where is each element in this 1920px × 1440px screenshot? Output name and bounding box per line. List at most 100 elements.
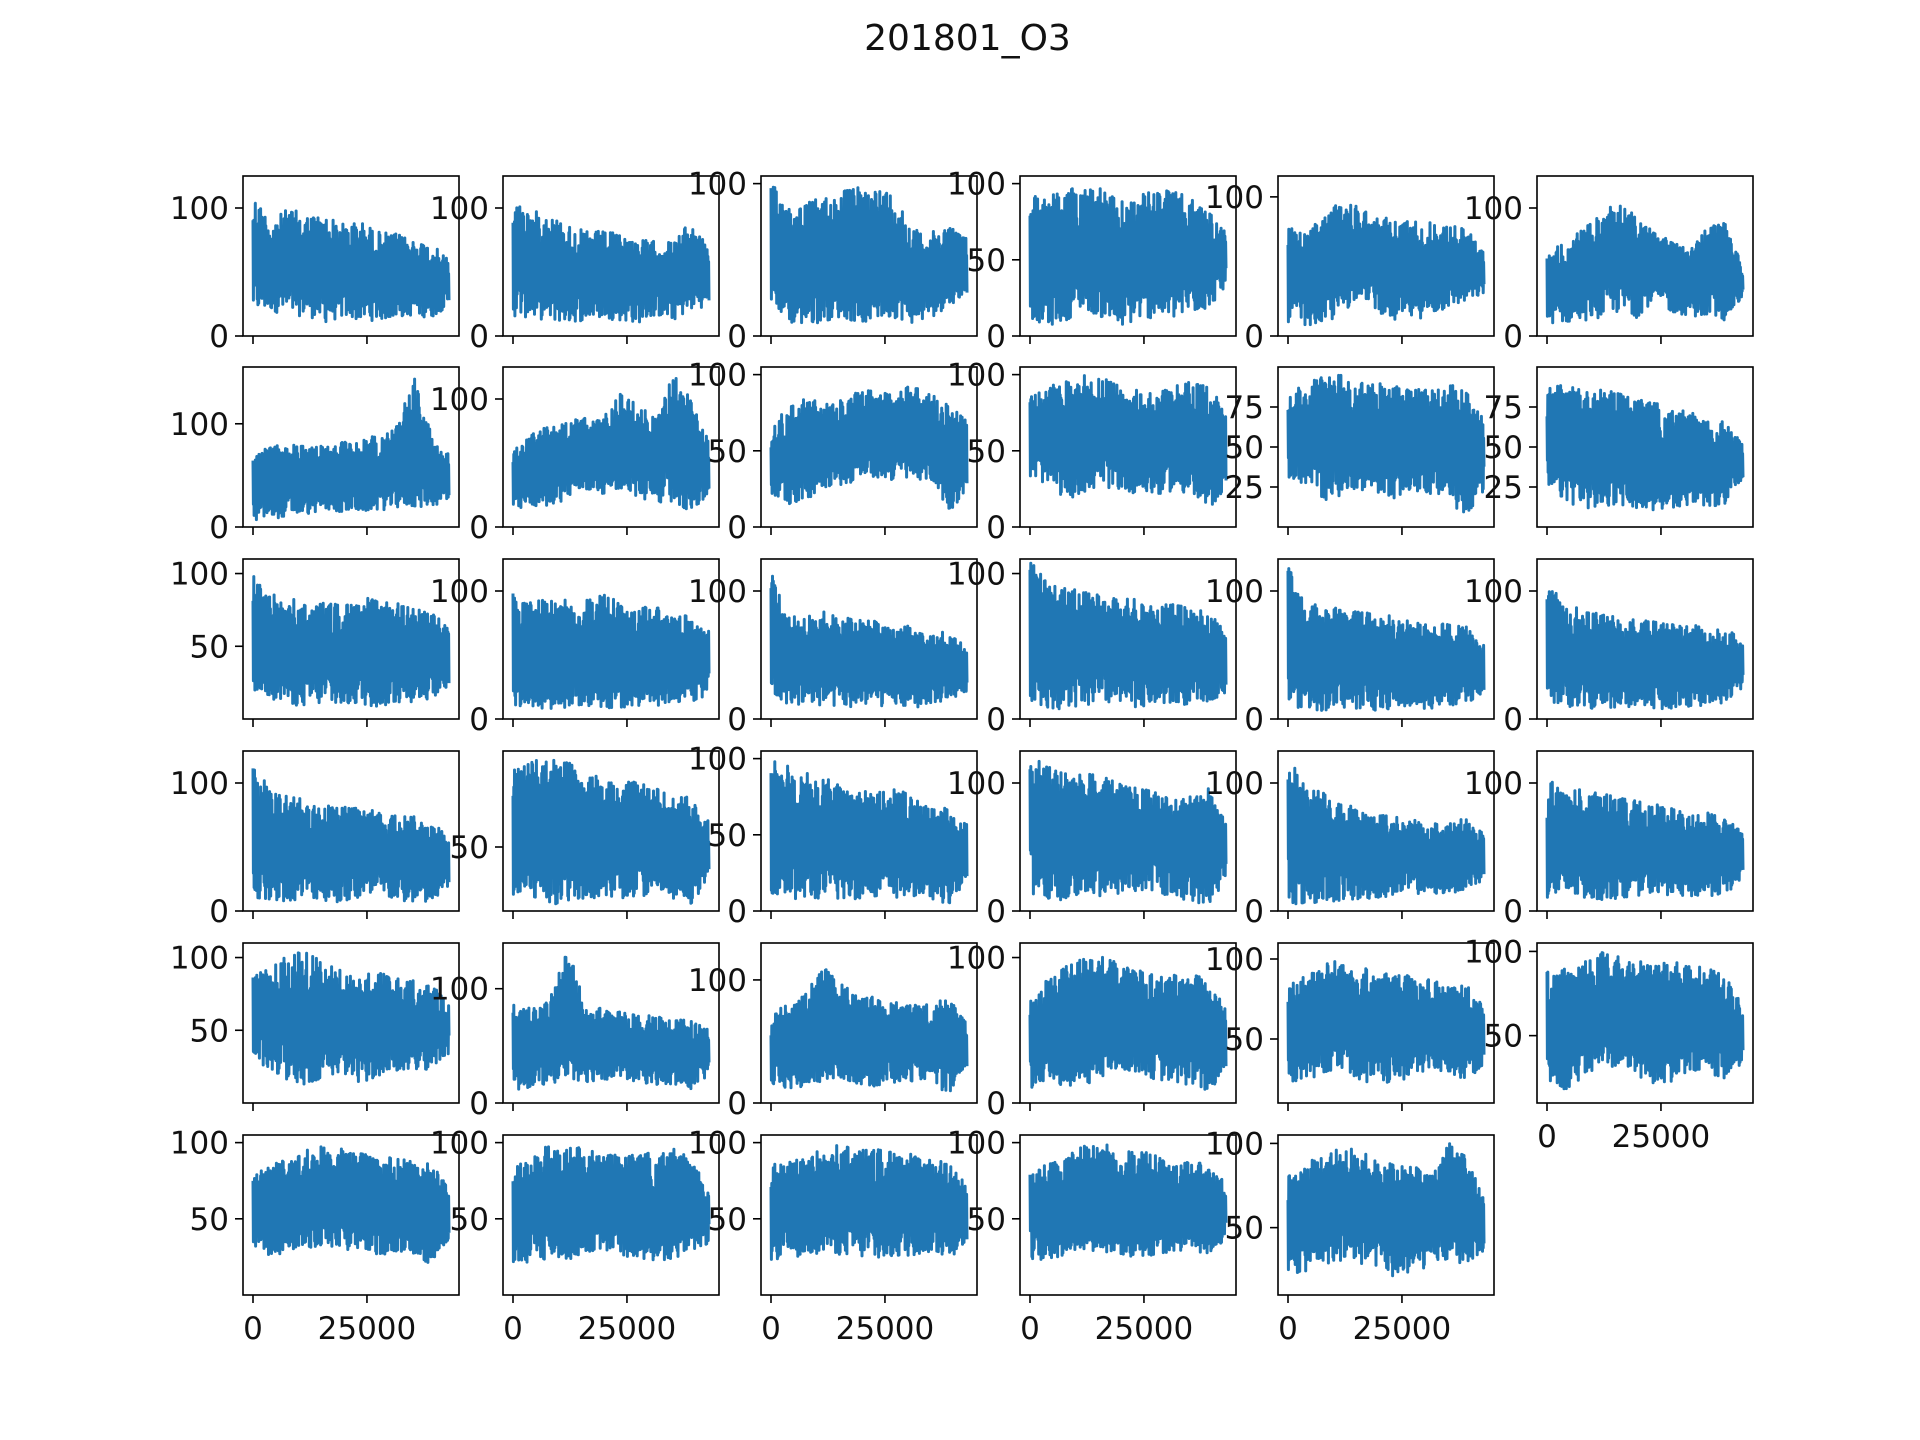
x-tick-label: 25000 (1095, 1311, 1194, 1347)
subplot: 0 50 100 (688, 358, 978, 546)
subplot: 0 100 (1205, 750, 1495, 930)
axes-frame (760, 942, 978, 1104)
subplot: 0 100 (688, 558, 978, 738)
subplot: 50 100 0 25000 (430, 1126, 720, 1347)
y-tick-label: 0 (209, 510, 229, 546)
series-line (1028, 561, 1228, 711)
y-tick-label: 0 (1503, 702, 1523, 738)
axes-frame (502, 558, 720, 720)
subplot: 0 100 (688, 167, 978, 355)
y-tick-label: 75 (1484, 390, 1523, 426)
y-tick-label: 0 (986, 319, 1006, 355)
y-tick-label: 100 (430, 382, 489, 418)
y-tick-label: 50 (708, 818, 747, 854)
axes-frame (1536, 942, 1754, 1104)
x-tick-label: 0 (761, 1311, 781, 1347)
subplot: 25 50 75 (1225, 366, 1495, 535)
x-tick-label: 25000 (1612, 1119, 1711, 1155)
y-tick-label: 50 (190, 1013, 229, 1049)
y-tick-label: 100 (1205, 180, 1264, 216)
series-line (1286, 203, 1486, 327)
subplot: 50 100 0 25000 (1205, 1126, 1495, 1347)
subplot: 0 100 (430, 366, 720, 546)
y-tick-label: 100 (430, 972, 489, 1008)
axes-frame (760, 750, 978, 912)
subplot: 50 100 (1205, 942, 1495, 1111)
figure-title: 201801_O3 (864, 18, 1071, 59)
y-tick-label: 100 (1205, 574, 1264, 610)
y-tick-label: 0 (1244, 319, 1264, 355)
y-tick-label: 100 (947, 1126, 1006, 1162)
subplot: 50 100 0 25000 (170, 1126, 460, 1347)
x-tick-label: 25000 (836, 1311, 935, 1347)
axes-frame (1536, 175, 1754, 337)
series-line (1286, 960, 1486, 1084)
y-tick-label: 100 (947, 766, 1006, 802)
y-tick-label: 0 (1244, 702, 1264, 738)
axes-frame (760, 558, 978, 720)
series-line (1545, 590, 1745, 711)
axes-frame (1019, 750, 1237, 912)
series-line (1286, 766, 1486, 906)
y-tick-label: 100 (1205, 766, 1264, 802)
series-line (769, 185, 969, 325)
y-tick-label: 0 (986, 894, 1006, 930)
y-tick-label: 100 (170, 407, 229, 443)
axes-frame (760, 1134, 978, 1296)
axes-frame (760, 366, 978, 528)
x-tick-label: 25000 (578, 1311, 677, 1347)
subplot: 50 (450, 750, 720, 919)
y-tick-label: 100 (688, 167, 747, 203)
y-tick-label: 0 (1503, 894, 1523, 930)
axes-frame (1019, 175, 1237, 337)
series-line (1028, 1143, 1228, 1261)
subplot: 50 100 0 25000 (1464, 934, 1754, 1155)
y-tick-label: 0 (209, 894, 229, 930)
x-tick-label: 0 (243, 1311, 263, 1347)
subplot: 50 100 0 25000 (947, 1126, 1237, 1347)
y-tick-label: 0 (469, 702, 489, 738)
subplot: 50 100 (170, 557, 460, 727)
y-tick-label: 0 (727, 1086, 747, 1122)
y-tick-label: 100 (947, 358, 1006, 394)
series-line (1286, 1142, 1486, 1278)
series-line (511, 955, 711, 1091)
y-tick-label: 0 (1503, 319, 1523, 355)
y-tick-label: 0 (986, 702, 1006, 738)
subplot: 0 50 100 (688, 742, 978, 930)
subplot: 0 50 100 (947, 358, 1237, 546)
series-line (511, 1145, 711, 1264)
y-tick-label: 100 (170, 766, 229, 802)
axes-frame (1019, 942, 1237, 1104)
y-tick-label: 50 (1225, 430, 1264, 466)
subplot: 0 100 (947, 941, 1237, 1122)
series-line (251, 768, 451, 904)
subplot: 0 100 (170, 366, 460, 546)
subplot: 0 100 (688, 942, 978, 1122)
axes-frame (760, 175, 978, 337)
series-line (251, 575, 451, 708)
y-tick-label: 0 (727, 510, 747, 546)
series-line (1545, 780, 1745, 901)
y-tick-label: 100 (688, 358, 747, 394)
axes-frame (502, 750, 720, 912)
axes-frame (1277, 750, 1495, 912)
y-tick-label: 100 (688, 963, 747, 999)
y-tick-label: 50 (450, 830, 489, 866)
y-tick-label: 0 (727, 894, 747, 930)
y-tick-label: 100 (688, 574, 747, 610)
series-line (1028, 187, 1228, 326)
y-tick-label: 0 (727, 319, 747, 355)
y-tick-label: 25 (1484, 470, 1523, 506)
y-tick-label: 100 (1464, 574, 1523, 610)
y-tick-label: 100 (1464, 766, 1523, 802)
y-tick-label: 100 (430, 574, 489, 610)
series-line (1545, 204, 1745, 325)
subplot: 0 100 (170, 750, 460, 930)
y-tick-label: 100 (688, 742, 747, 778)
y-tick-label: 100 (430, 191, 489, 227)
y-tick-label: 50 (967, 434, 1006, 470)
y-tick-label: 50 (450, 1202, 489, 1238)
y-tick-label: 100 (1464, 191, 1523, 227)
